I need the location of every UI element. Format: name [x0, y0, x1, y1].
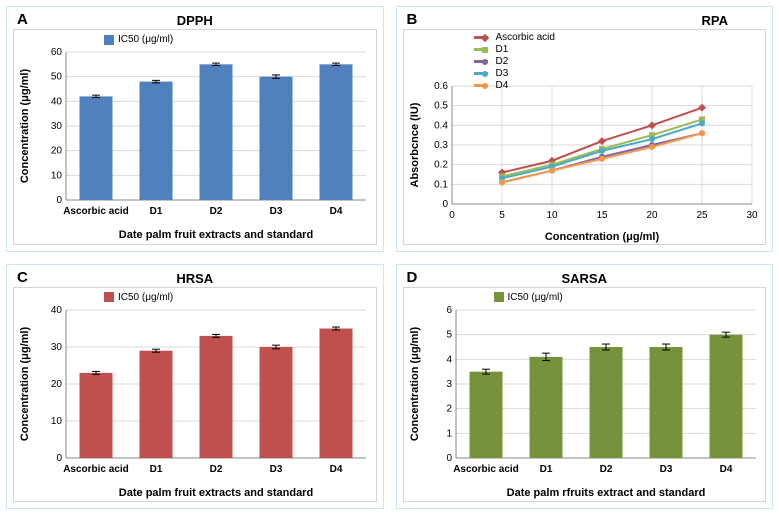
legend-label: IC50 (μg/ml): [118, 34, 173, 45]
chart-title: DPPH: [11, 13, 379, 28]
chart-area: IC50 (μg/ml) 0 10 20 30 40 50 60 Ascorbic acid D…: [13, 29, 377, 245]
svg-text:15: 15: [596, 210, 608, 221]
svg-text:D4: D4: [719, 464, 732, 475]
svg-text:Date palm fruit extracts and s: Date palm fruit extracts and standard: [119, 487, 313, 499]
svg-text:Concentration (μg/ml): Concentration (μg/ml): [19, 69, 31, 184]
legend-series-label: D1: [496, 44, 509, 55]
svg-text:25: 25: [696, 210, 708, 221]
chart-title: HRSA: [11, 271, 379, 286]
svg-text:0.6: 0.6: [434, 81, 448, 92]
svg-text:40: 40: [51, 305, 63, 316]
svg-text:Date palm rfruits extract and: Date palm rfruits extract and standard: [506, 487, 705, 499]
svg-text:Concentration (μg/ml): Concentration (μg/ml): [544, 231, 659, 243]
panel-c: C HRSA IC50 (μg/ml) 0 10 20 30 40 Ascorbic ac…: [6, 264, 384, 510]
svg-text:D3: D3: [270, 206, 283, 217]
legend-swatch: [104, 292, 114, 302]
legend: Ascorbic acid D1 D2 D3 D4: [474, 32, 555, 91]
svg-text:60: 60: [51, 47, 63, 58]
svg-text:5: 5: [446, 329, 452, 340]
svg-text:Ascorbic acid: Ascorbic acid: [453, 464, 519, 475]
svg-text:20: 20: [646, 210, 658, 221]
svg-text:50: 50: [51, 72, 63, 83]
svg-text:D2: D2: [210, 206, 223, 217]
legend-row: D3: [474, 68, 555, 79]
svg-text:1: 1: [446, 428, 452, 439]
svg-text:10: 10: [546, 210, 558, 221]
legend: IC50 (μg/ml): [104, 34, 173, 45]
legend-label: IC50 (μg/ml): [508, 292, 563, 303]
legend-swatch: [104, 35, 114, 45]
svg-text:D2: D2: [599, 464, 612, 475]
chart-area: Ascorbic acid D1 D2 D3 D4 00.10.20.30.40…: [403, 29, 767, 245]
legend-series-label: D4: [496, 80, 509, 91]
chart-area: IC50 (μg/ml) 0 1 2 3 4 5 6 Ascorbic acid D1 D2 D3 D…: [403, 287, 767, 503]
svg-text:D4: D4: [330, 206, 343, 217]
svg-text:0: 0: [56, 453, 62, 464]
svg-text:0: 0: [56, 195, 62, 206]
svg-text:D1: D1: [150, 464, 163, 475]
four-panel-grid: A DPPH IC50 (μg/ml) 0102030405060Ascorbi…: [0, 0, 779, 515]
svg-text:Date palm fruit extracts and s: Date palm fruit extracts and standard: [119, 229, 313, 241]
svg-text:D4: D4: [330, 464, 343, 475]
panel-letter: B: [407, 11, 418, 28]
svg-text:Concentration (μg/ml): Concentration (μg/ml): [409, 326, 421, 441]
svg-text:2: 2: [446, 403, 452, 414]
svg-text:D1: D1: [150, 206, 163, 217]
svg-text:30: 30: [746, 210, 758, 221]
chart-area: IC50 (μg/ml) 0 10 20 30 40 Ascorbic acid D1 D2 D…: [13, 287, 377, 503]
svg-text:30: 30: [51, 121, 63, 132]
svg-text:6: 6: [446, 305, 452, 316]
panel-d: D SARSA IC50 (μg/ml) 0 1 2 3 4 5 6 Ascorbic aci…: [396, 264, 774, 510]
svg-text:0.2: 0.2: [434, 160, 448, 171]
svg-text:0.1: 0.1: [434, 179, 448, 190]
svg-text:10: 10: [51, 170, 63, 181]
svg-text:4: 4: [446, 354, 452, 365]
legend-series-label: D2: [496, 56, 509, 67]
legend-swatch: [494, 292, 504, 302]
legend-row: D1: [474, 44, 555, 55]
svg-text:5: 5: [499, 210, 505, 221]
svg-text:0.4: 0.4: [434, 120, 448, 131]
panel-b: B RPA Ascorbic acid D1 D2 D3 D4 00.10.20…: [396, 6, 774, 252]
svg-text:20: 20: [51, 379, 63, 390]
panel-letter: A: [17, 11, 28, 28]
svg-text:D1: D1: [539, 464, 552, 475]
bar-chart: 0 10 20 30 40 Ascorbic acid D1 D2 D3 D4 Date palm …: [14, 288, 376, 502]
svg-text:0.5: 0.5: [434, 101, 448, 112]
svg-text:0: 0: [442, 199, 448, 210]
svg-text:20: 20: [51, 146, 63, 157]
legend-series-label: Ascorbic acid: [496, 32, 555, 43]
svg-text:10: 10: [51, 416, 63, 427]
chart-title: SARSA: [401, 271, 769, 286]
bar-chart: 0 1 2 3 4 5 6 Ascorbic acid D1 D2 D3 D4 Date palm rf…: [404, 288, 766, 502]
svg-text:Ascorbic acid: Ascorbic acid: [63, 464, 129, 475]
legend-row: D2: [474, 56, 555, 67]
svg-text:0: 0: [449, 210, 455, 221]
svg-text:Concentration (μg/ml): Concentration (μg/ml): [19, 326, 31, 441]
chart-title: RPA: [401, 13, 769, 28]
legend-label: IC50 (μg/ml): [118, 292, 173, 303]
svg-text:3: 3: [446, 379, 452, 390]
svg-text:D3: D3: [659, 464, 672, 475]
legend-row: Ascorbic acid: [474, 32, 555, 43]
svg-text:Ascorbic acid: Ascorbic acid: [63, 206, 129, 217]
panel-letter: C: [17, 269, 28, 286]
bar-chart: 0 10 20 30 40 50 60 Ascorbic acid D1 D2 D3 D4 Date p…: [14, 30, 376, 244]
legend-series-label: D3: [496, 68, 509, 79]
svg-text:D2: D2: [210, 464, 223, 475]
panel-a: A DPPH IC50 (μg/ml) 0 10 20 30 40 50 60 Ascorbi…: [6, 6, 384, 252]
legend: IC50 (μg/ml): [104, 292, 173, 303]
svg-text:0: 0: [446, 453, 452, 464]
legend-row: D4: [474, 80, 555, 91]
svg-text:40: 40: [51, 96, 63, 107]
svg-text:0.3: 0.3: [434, 140, 448, 151]
svg-text:D3: D3: [270, 464, 283, 475]
panel-letter: D: [407, 269, 418, 286]
svg-text:30: 30: [51, 342, 63, 353]
line-chart: 0 0.1 0.2 0.3 0.4 0.5 0.6 0 5 10 15 20 25 30 Concentra…: [404, 30, 766, 244]
svg-text:Absorbcnce (IU): Absorbcnce (IU): [409, 102, 421, 187]
legend: IC50 (μg/ml): [494, 292, 563, 303]
